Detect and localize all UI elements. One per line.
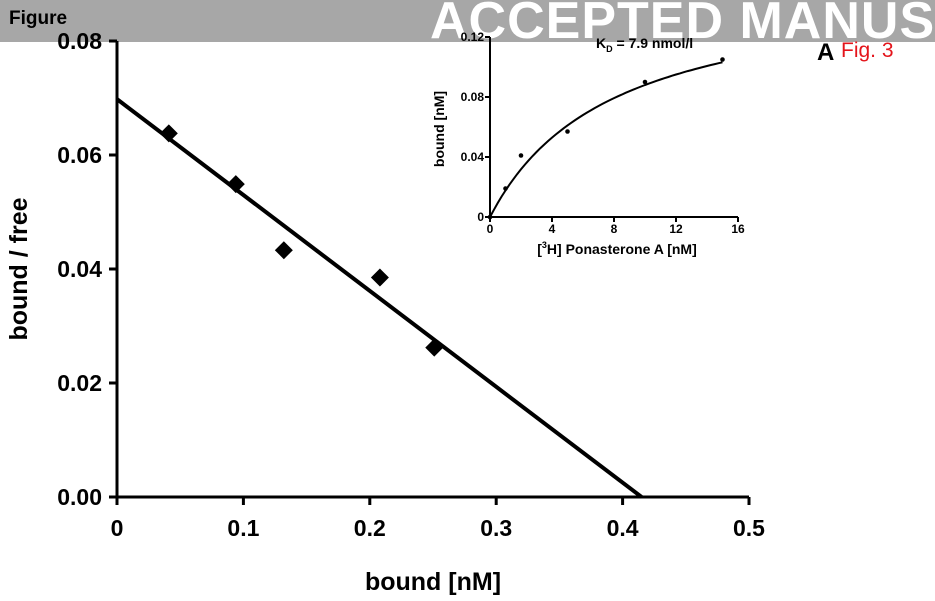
inset-data-point [642, 79, 648, 85]
main-data-point [370, 268, 389, 287]
main-x-tick-label: 0.3 [480, 515, 512, 541]
main-x-axis-label: bound [nM] [365, 568, 501, 596]
figure-number: Fig. 3 [841, 39, 894, 62]
main-y-tick-label: 0.02 [57, 370, 102, 396]
main-plot: 0 0.1 0.2 0.3 0.4 0.5 0.00 0.02 0.04 0.06 0.08 bo… [5, 28, 765, 596]
main-y-tick-label: 0.08 [57, 28, 102, 54]
main-data-point [226, 175, 245, 194]
main-y-tick-label: 0.00 [57, 484, 102, 510]
main-y-axis-label: bound / free [5, 197, 33, 340]
inset-y-axis-label: bound [nM] [431, 91, 447, 167]
main-data-point [159, 124, 178, 143]
inset-y-tick-label: 0 [477, 210, 484, 224]
main-y-tick-label: 0.06 [57, 142, 102, 168]
inset-x-tick-label: 4 [549, 222, 556, 236]
inset-x-tick-label: 0 [487, 222, 494, 236]
inset-plot: 0 4 8 12 16 0 0.04 0.08 0.12 KD = 7.9 nmol/l [3… [431, 30, 745, 257]
inset-data-point [720, 57, 725, 62]
inset-data-point [565, 129, 570, 134]
inset-data-point [503, 186, 508, 191]
inset-data-point [487, 214, 493, 220]
main-y-tick-label: 0.04 [57, 256, 102, 282]
main-x-tick-label: 0.5 [733, 515, 765, 541]
inset-kd-annotation: KD = 7.9 nmol/l [596, 35, 693, 54]
inset-data-point [518, 153, 524, 158]
inset-fit-curve [489, 61, 723, 218]
main-x-tick-label: 0.4 [607, 515, 639, 541]
main-data-point [274, 241, 293, 260]
figure-label: Figure [9, 8, 68, 29]
inset-y-tick-label: 0.04 [461, 150, 485, 164]
main-x-tick-label: 0.1 [227, 515, 259, 541]
inset-x-axis-label: [3H] Ponasterone A [nM] [537, 240, 697, 257]
inset-x-tick-label: 12 [669, 222, 683, 236]
accepted-manuscript-watermark: ACCEPTED MANUS [430, 0, 935, 50]
manuscript-banner: ACCEPTED MANUS [0, 0, 935, 50]
inset-y-tick-label: 0.12 [461, 30, 485, 44]
panel-letter: A [817, 39, 835, 66]
main-x-tick-label: 0 [111, 515, 124, 541]
main-fit-line [115, 97, 643, 499]
inset-x-tick-label: 8 [611, 222, 618, 236]
inset-x-tick-label: 16 [731, 222, 745, 236]
inset-y-tick-label: 0.08 [461, 90, 485, 104]
main-data-point [425, 338, 444, 357]
main-x-tick-label: 0.2 [354, 515, 386, 541]
